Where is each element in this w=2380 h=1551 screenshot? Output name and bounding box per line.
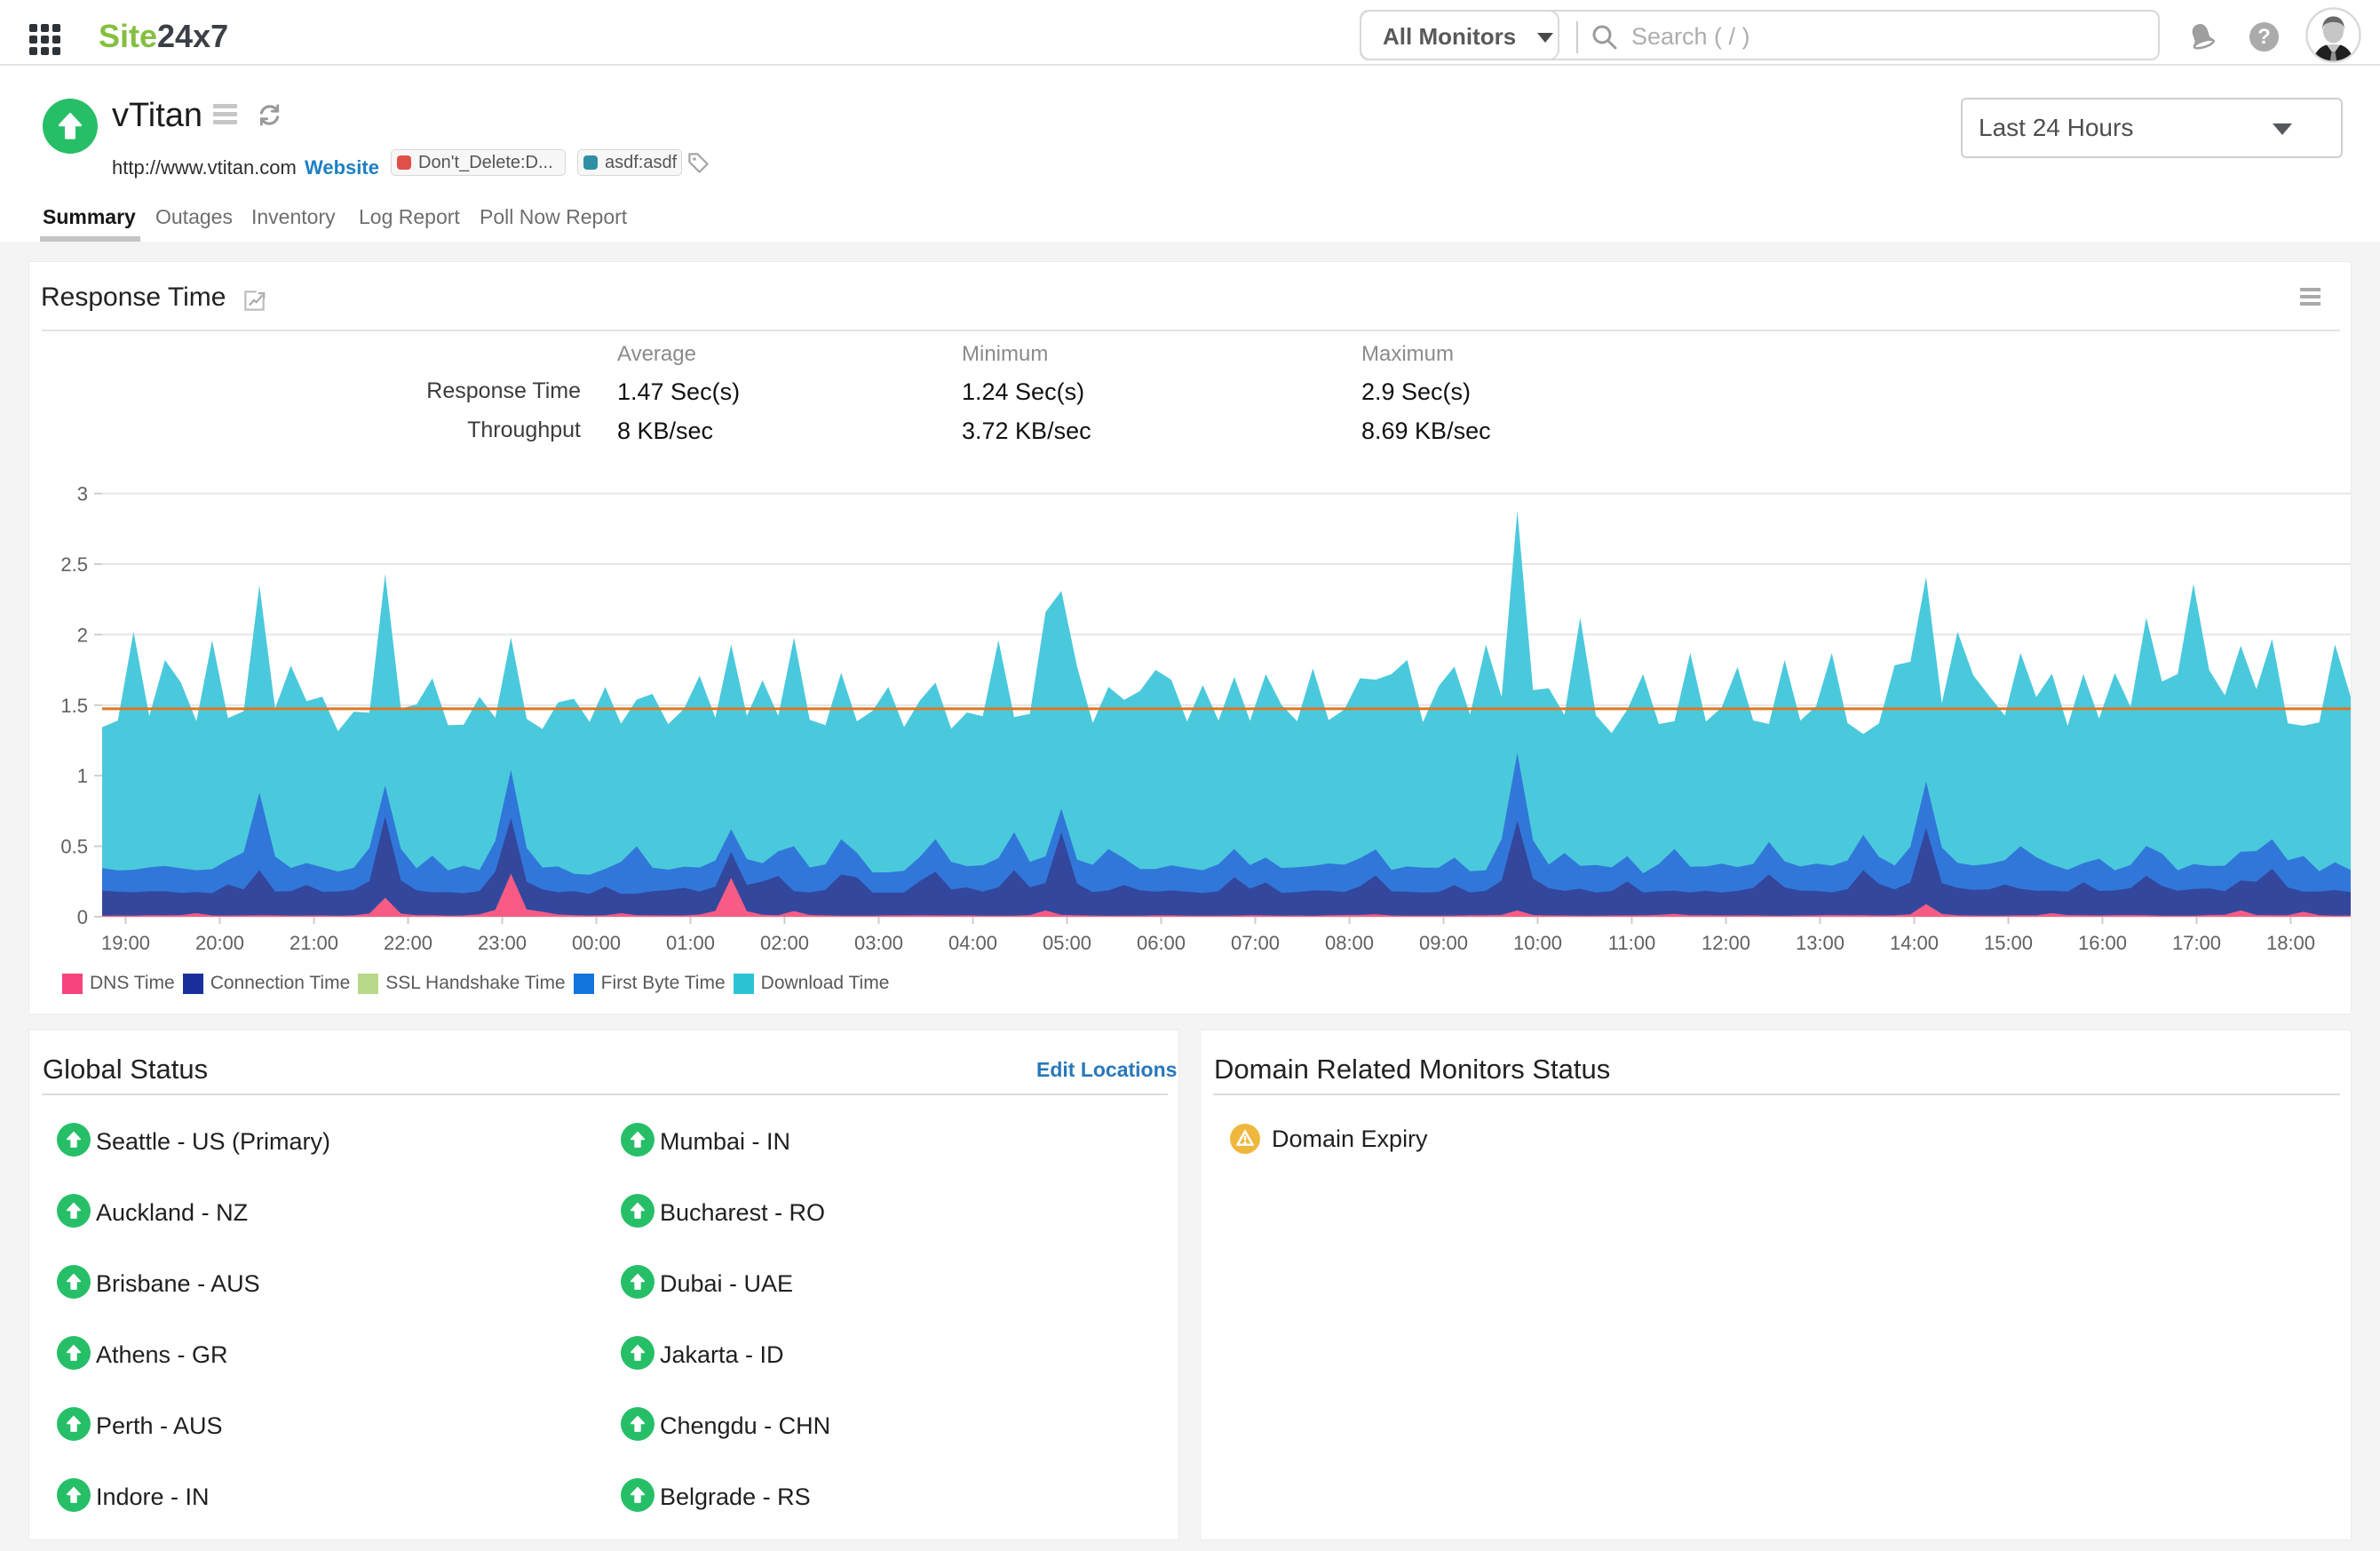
svg-text:0: 0 [77,906,88,928]
svg-text:3: 3 [77,483,88,505]
svg-text:13:00: 13:00 [1796,932,1844,954]
svg-text:21:00: 21:00 [290,932,338,954]
svg-text:18:00: 18:00 [2266,932,2315,954]
svg-text:05:00: 05:00 [1043,932,1091,954]
svg-text:00:00: 00:00 [572,932,621,954]
svg-text:1: 1 [77,765,88,787]
svg-text:1.5: 1.5 [60,695,88,717]
svg-text:20:00: 20:00 [195,932,244,954]
svg-text:10:00: 10:00 [1513,932,1562,954]
svg-text:14:00: 14:00 [1890,932,1939,954]
svg-text:04:00: 04:00 [948,932,997,954]
svg-text:19:00: 19:00 [101,932,150,954]
svg-text:08:00: 08:00 [1325,932,1374,954]
svg-text:02:00: 02:00 [760,932,809,954]
svg-text:01:00: 01:00 [666,932,715,954]
svg-text:17:00: 17:00 [2172,932,2221,954]
svg-text:22:00: 22:00 [384,932,432,954]
svg-text:03:00: 03:00 [854,932,903,954]
svg-text:15:00: 15:00 [1984,932,2033,954]
svg-text:12:00: 12:00 [1702,932,1750,954]
svg-text:07:00: 07:00 [1231,932,1280,954]
svg-text:2.5: 2.5 [60,553,88,576]
svg-text:09:00: 09:00 [1419,932,1468,954]
svg-text:23:00: 23:00 [478,932,527,954]
svg-text:06:00: 06:00 [1137,932,1186,954]
svg-text:2: 2 [77,624,88,646]
svg-text:0.5: 0.5 [60,836,88,858]
svg-text:11:00: 11:00 [1608,932,1655,954]
svg-text:16:00: 16:00 [2078,932,2127,954]
